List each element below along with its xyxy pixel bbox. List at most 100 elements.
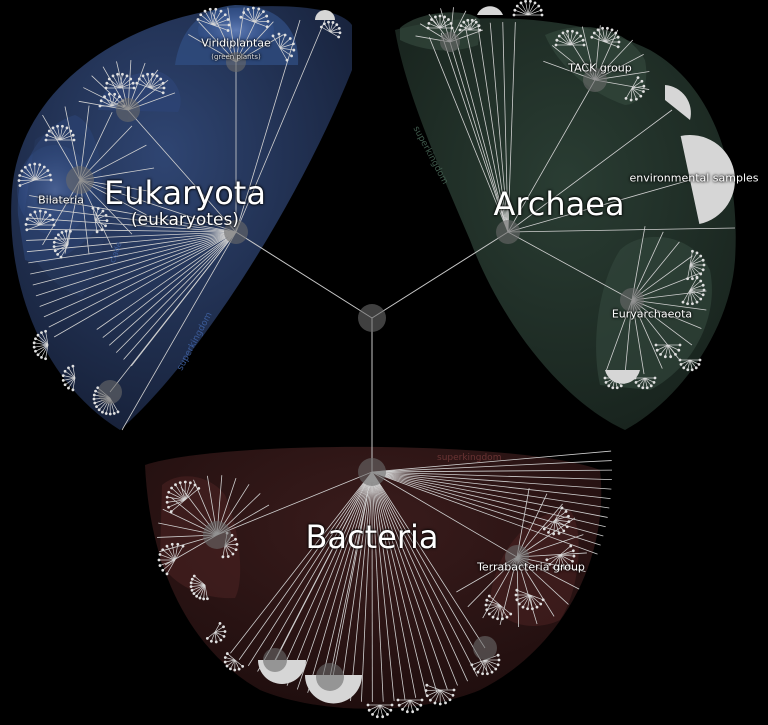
bilateria-label[interactable]: Bilateria [38, 193, 84, 207]
leaf-cluster[interactable] [654, 343, 682, 359]
archaea-subregions [400, 12, 712, 390]
branch-line [371, 471, 438, 693]
leaf-cluster[interactable] [157, 542, 185, 576]
leaf-cluster[interactable] [590, 26, 621, 49]
branch-line [29, 195, 237, 233]
leaf-cluster[interactable] [239, 6, 270, 29]
eukaryota-region[interactable] [11, 6, 352, 431]
bacteria-rank-label: superkingdom [437, 453, 502, 463]
eukaryota-label[interactable]: Eukaryota [104, 174, 266, 212]
leaf-cluster[interactable] [165, 480, 201, 513]
branch-line [339, 471, 373, 700]
viridiplantae-label[interactable]: Viridiplantae [201, 36, 271, 50]
branch-line [102, 231, 237, 338]
branch-line [502, 22, 509, 233]
leaf-cluster[interactable] [52, 229, 72, 259]
environmental-samples-label[interactable]: environmental samples [629, 171, 759, 185]
leaf-cluster[interactable] [366, 703, 394, 719]
leaf-cluster[interactable] [514, 588, 545, 611]
branch-line [371, 471, 606, 528]
leaf-cluster[interactable] [470, 653, 501, 676]
leaf-cluster[interactable] [484, 594, 513, 621]
branch-line [109, 231, 237, 346]
branch-line [296, 471, 373, 690]
branch-line [507, 22, 516, 233]
branch-line [371, 471, 406, 700]
tack-group-label[interactable]: TACK group [568, 61, 632, 75]
leaf-cluster[interactable] [554, 29, 586, 47]
branch-line [371, 471, 608, 518]
leaf-cluster[interactable] [424, 683, 456, 706]
branch-line [371, 471, 395, 701]
branch-line [371, 471, 427, 696]
leaf-cluster[interactable] [458, 18, 482, 32]
leaf-cluster[interactable] [135, 72, 166, 95]
branch-line [631, 231, 664, 301]
leaf-cluster[interactable] [91, 206, 109, 234]
leaf-cluster[interactable] [61, 364, 76, 392]
branch-line [276, 471, 373, 682]
branch-line [235, 19, 301, 233]
branch-line [440, 32, 509, 233]
leaf-cluster[interactable] [678, 358, 702, 372]
branch-line [257, 471, 373, 672]
leaf-clusters[interactable] [17, 0, 706, 719]
branch-line [39, 231, 237, 307]
terrabacteria-group-label[interactable]: Terrabacteria group [477, 560, 585, 574]
leaf-cluster[interactable] [32, 329, 49, 361]
branch-line [477, 24, 509, 233]
branch-line [26, 228, 237, 233]
leaf-cluster[interactable] [271, 32, 296, 62]
leaf-cluster[interactable] [205, 621, 227, 644]
branch-line [464, 26, 509, 233]
branch-line [631, 226, 646, 301]
internal-nodes[interactable] [66, 32, 644, 691]
leaf-cluster[interactable] [545, 544, 576, 571]
leaf-cluster[interactable] [624, 76, 646, 102]
leaf-cluster[interactable] [686, 249, 706, 281]
branch-line [96, 231, 237, 330]
leaf-cluster[interactable] [542, 506, 571, 536]
bacteria-node [358, 458, 386, 486]
leaf-cluster[interactable] [512, 0, 544, 17]
branch-line [371, 471, 612, 481]
leaf-cluster[interactable] [17, 162, 53, 187]
branch-line [127, 109, 237, 233]
leaf-cluster[interactable] [223, 652, 245, 672]
archaea-label[interactable]: Archaea [493, 185, 625, 223]
archaea-wedge-small [665, 85, 691, 120]
branch-line [507, 109, 673, 233]
branch-line [35, 231, 237, 297]
leaf-cluster[interactable] [426, 14, 454, 30]
leaf-cluster[interactable] [104, 72, 136, 90]
branch-line [489, 22, 509, 233]
leaf-cluster[interactable] [396, 698, 424, 714]
branch-line [631, 241, 680, 301]
branch-line [371, 471, 612, 490]
branch-line [121, 231, 237, 431]
root-node-icon [358, 304, 386, 332]
leaf-cluster[interactable] [319, 20, 342, 39]
branch-line [26, 231, 237, 253]
branch-line [238, 471, 373, 660]
leaf-cluster[interactable] [633, 376, 657, 390]
branch-line [631, 299, 707, 311]
branch-line [307, 471, 373, 693]
euryarchaeota-label[interactable]: Euryarchaeota [611, 307, 693, 321]
leaf-cluster[interactable] [189, 574, 209, 601]
leaf-cluster[interactable] [44, 124, 76, 142]
branch-line [371, 450, 612, 473]
euryarchaeota-wedge [605, 370, 640, 384]
branch-line [507, 227, 736, 233]
branch-line [507, 79, 596, 233]
branch-line [230, 471, 373, 654]
bacteria-label[interactable]: Bacteria [305, 518, 439, 556]
branch-line [28, 231, 237, 264]
branch-line [371, 471, 384, 702]
eukaryota-node [224, 220, 248, 244]
leaf-cluster[interactable] [681, 276, 706, 306]
leaf-cluster[interactable] [24, 209, 56, 232]
branch-line [32, 231, 237, 286]
leaf-cluster[interactable] [196, 7, 231, 32]
